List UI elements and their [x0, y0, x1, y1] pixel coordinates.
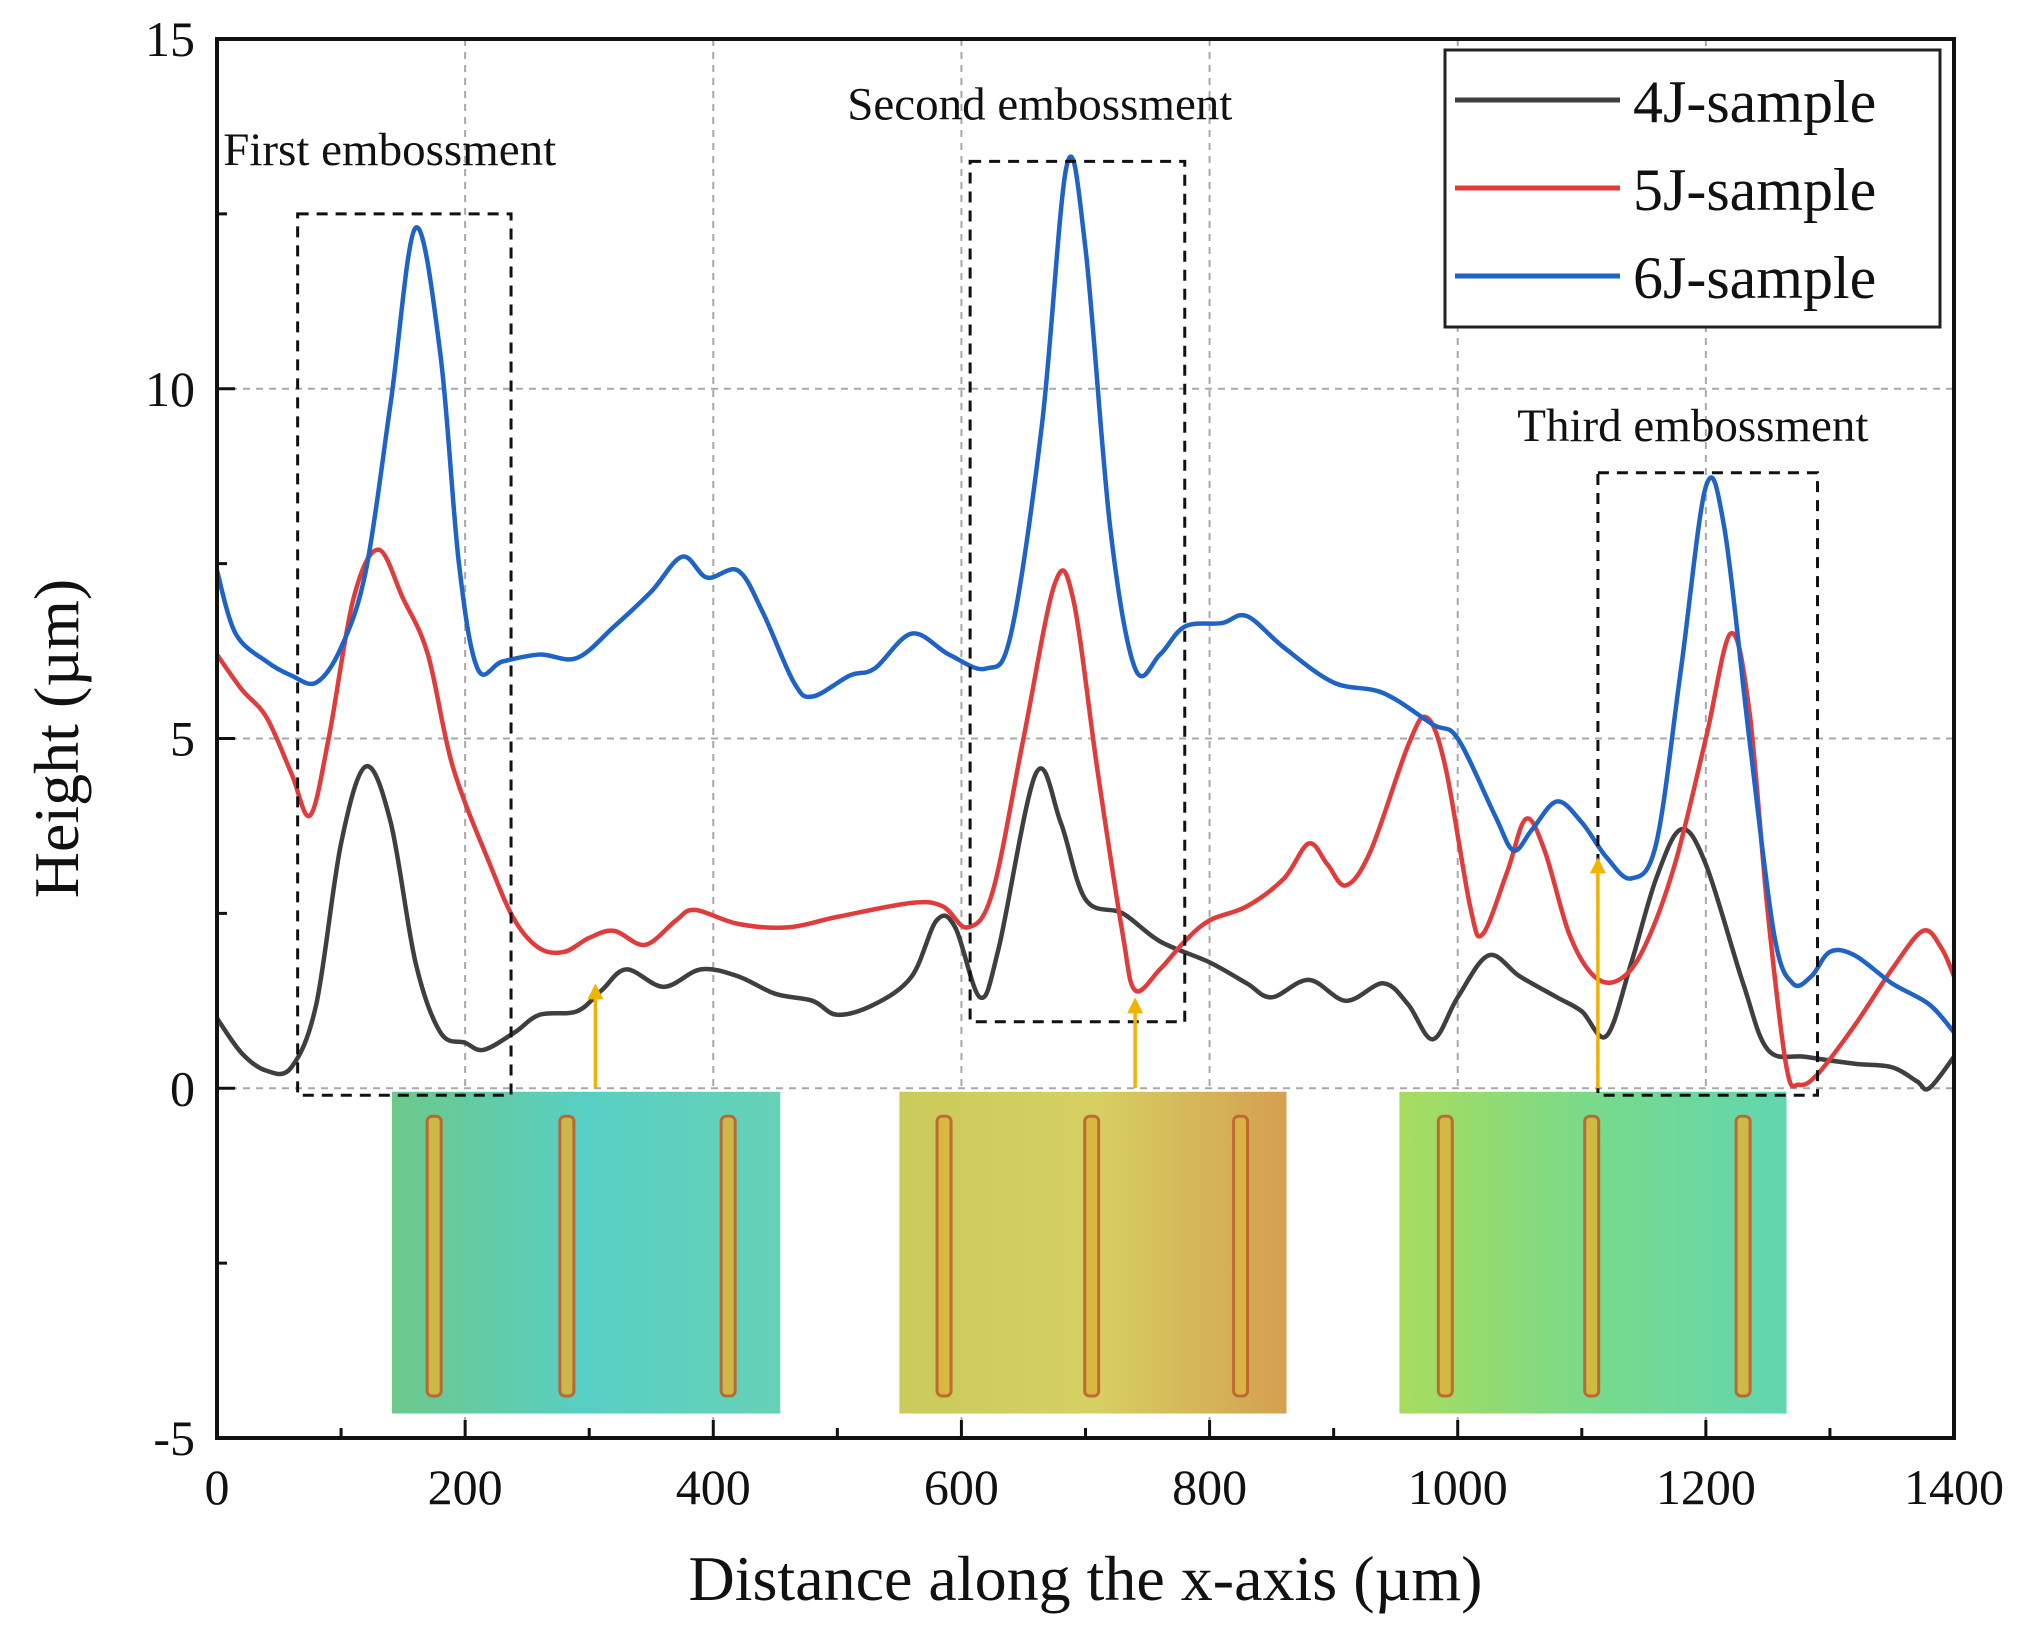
inset-background	[391, 1091, 781, 1414]
axes: 0 200 400 600 800 1000 1200 1400-5051015Distanc…	[21, 11, 2004, 1614]
inset-groove	[719, 1114, 737, 1398]
surface-inset-image	[391, 1091, 781, 1414]
series-lines	[214, 154, 1957, 1092]
microscope-insets	[391, 1091, 1787, 1414]
inset-groove	[558, 1114, 576, 1398]
inset-groove	[1734, 1114, 1752, 1398]
arrow-head-icon	[1127, 997, 1144, 1014]
x-tick-label: 200	[428, 1459, 503, 1515]
x-tick-label: 800	[1172, 1459, 1247, 1515]
embossment-box	[968, 159, 1187, 1024]
y-tick-label: 10	[145, 361, 195, 417]
x-tick-label: 1200	[1656, 1459, 1756, 1515]
x-axis-title: Distance along the x-axis (µm)	[689, 1543, 1483, 1614]
inset-groove	[1436, 1114, 1454, 1398]
series-line-5j-sample	[215, 547, 1957, 1089]
y-tick-label: -5	[153, 1410, 195, 1466]
embossment-box	[296, 212, 513, 1097]
legend-label: 5J-sample	[1633, 157, 1876, 223]
y-tick-label: 0	[170, 1060, 195, 1116]
embossment-label: Third embossment	[1517, 400, 1868, 452]
inset-groove	[1583, 1114, 1601, 1398]
y-tick-label: 15	[145, 11, 195, 67]
x-tick-label: 600	[924, 1459, 999, 1515]
series-line-4j-sample	[215, 764, 1956, 1092]
y-axis-title: Height (µm)	[21, 579, 92, 898]
inset-groove	[1232, 1114, 1250, 1398]
embossment-label: Second embossment	[847, 78, 1232, 130]
x-tick-label: 1400	[1904, 1459, 2004, 1515]
series-line-6j-sample	[214, 154, 1956, 1034]
legend-label: 6J-sample	[1633, 245, 1876, 311]
inset-groove	[935, 1114, 953, 1398]
x-tick-label: 1000	[1408, 1459, 1508, 1515]
grid	[217, 39, 1954, 1438]
inset-groove	[425, 1114, 443, 1398]
surface-inset-image	[899, 1091, 1287, 1414]
annotations: First embossment Second embossment Third e…	[223, 78, 1868, 1097]
y-tick-label: 5	[170, 711, 195, 767]
arrow-head-icon	[587, 983, 604, 1000]
embossment-box	[1596, 471, 1820, 1097]
embossment-label: First embossment	[223, 124, 556, 176]
legend-label: 4J-sample	[1633, 69, 1876, 135]
surface-inset-image	[1399, 1091, 1787, 1414]
inset-groove	[1083, 1114, 1101, 1398]
legend: 4J-sample 5J-sample 6J-sample	[1443, 48, 1942, 329]
x-tick-label: 400	[676, 1459, 751, 1515]
x-tick-label: 0	[205, 1459, 230, 1515]
arrow-head-icon	[1589, 857, 1606, 874]
